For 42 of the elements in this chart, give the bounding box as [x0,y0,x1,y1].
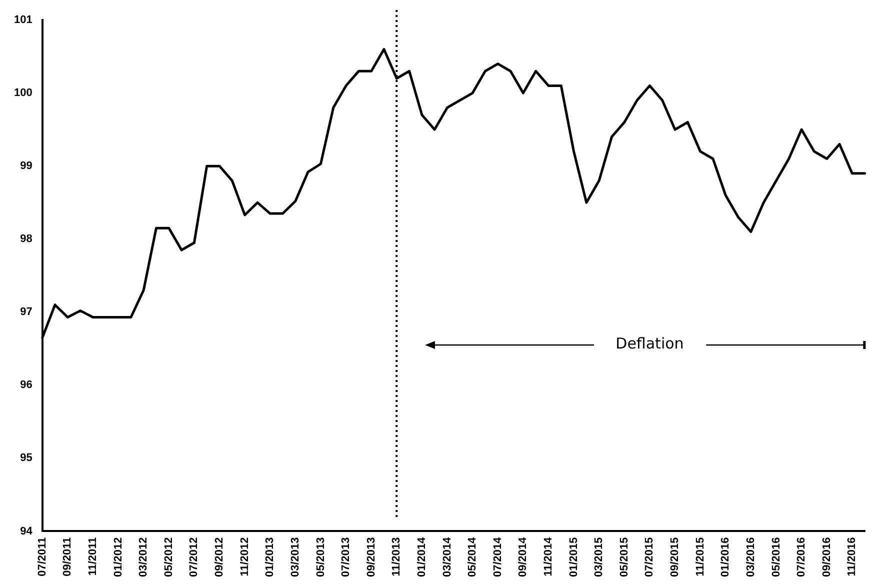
x-tick-label: 11/2015 [694,537,706,576]
x-tick-label: 11/2014 [542,536,555,576]
x-tick-label: 03/2016 [744,537,757,578]
y-tick-label: 95 [20,452,32,464]
x-tick-label: 01/2015 [568,537,580,578]
x-tick-label: 03/2012 [138,537,150,578]
x-tick-label: 05/2015 [618,537,630,578]
x-tick-label: 05/2014 [466,536,479,578]
x-tick-label: 09/2012 [214,537,226,578]
x-tick-label: 01/2012 [112,537,124,578]
x-tick-label: 01/2016 [720,537,732,578]
x-tick-label: 01/2014 [416,536,428,578]
x-tick-label: 11/2013 [390,537,403,576]
x-tick-label: 05/2012 [162,537,175,578]
y-tick-label: 96 [20,379,32,392]
x-tick-label: 11/2012 [238,537,251,576]
x-tick-label: 11/2011 [86,537,99,576]
x-tick-label: 05/2013 [314,537,327,578]
x-tick-label: 09/2014 [517,536,530,578]
y-tick-label: 94 [20,525,34,538]
y-tick-label: 101 [14,14,32,26]
x-tick-label: 07/2014 [492,536,504,578]
y-tick-label: 100 [14,87,32,100]
x-tick-label: 09/2011 [62,537,74,576]
x-tick-label: 07/2016 [796,537,808,578]
x-tick-label: 09/2013 [365,537,378,578]
x-tick-label: 03/2014 [441,536,454,578]
x-tick-label: 07/2012 [188,537,200,578]
x-tick-label: 09/2016 [820,537,833,578]
x-tick-label: 09/2015 [669,537,682,578]
x-tick-label: 11/2016 [846,537,858,576]
x-tick-label: 01/2013 [264,537,276,578]
x-tick-label: 03/2015 [593,537,606,578]
annotation: Deflation [616,334,684,353]
x-tick-label: 05/2016 [770,537,782,578]
x-tick-label: 07/2013 [340,537,352,578]
x-tick-label: 03/2013 [289,537,302,578]
x-tick-label: 07/2015 [644,537,656,578]
y-tick-label: 97 [20,306,32,318]
y-tick-label: 98 [20,233,32,246]
y-tick-label: 99 [20,160,32,172]
x-tick-label: 07/2011 [36,537,48,576]
